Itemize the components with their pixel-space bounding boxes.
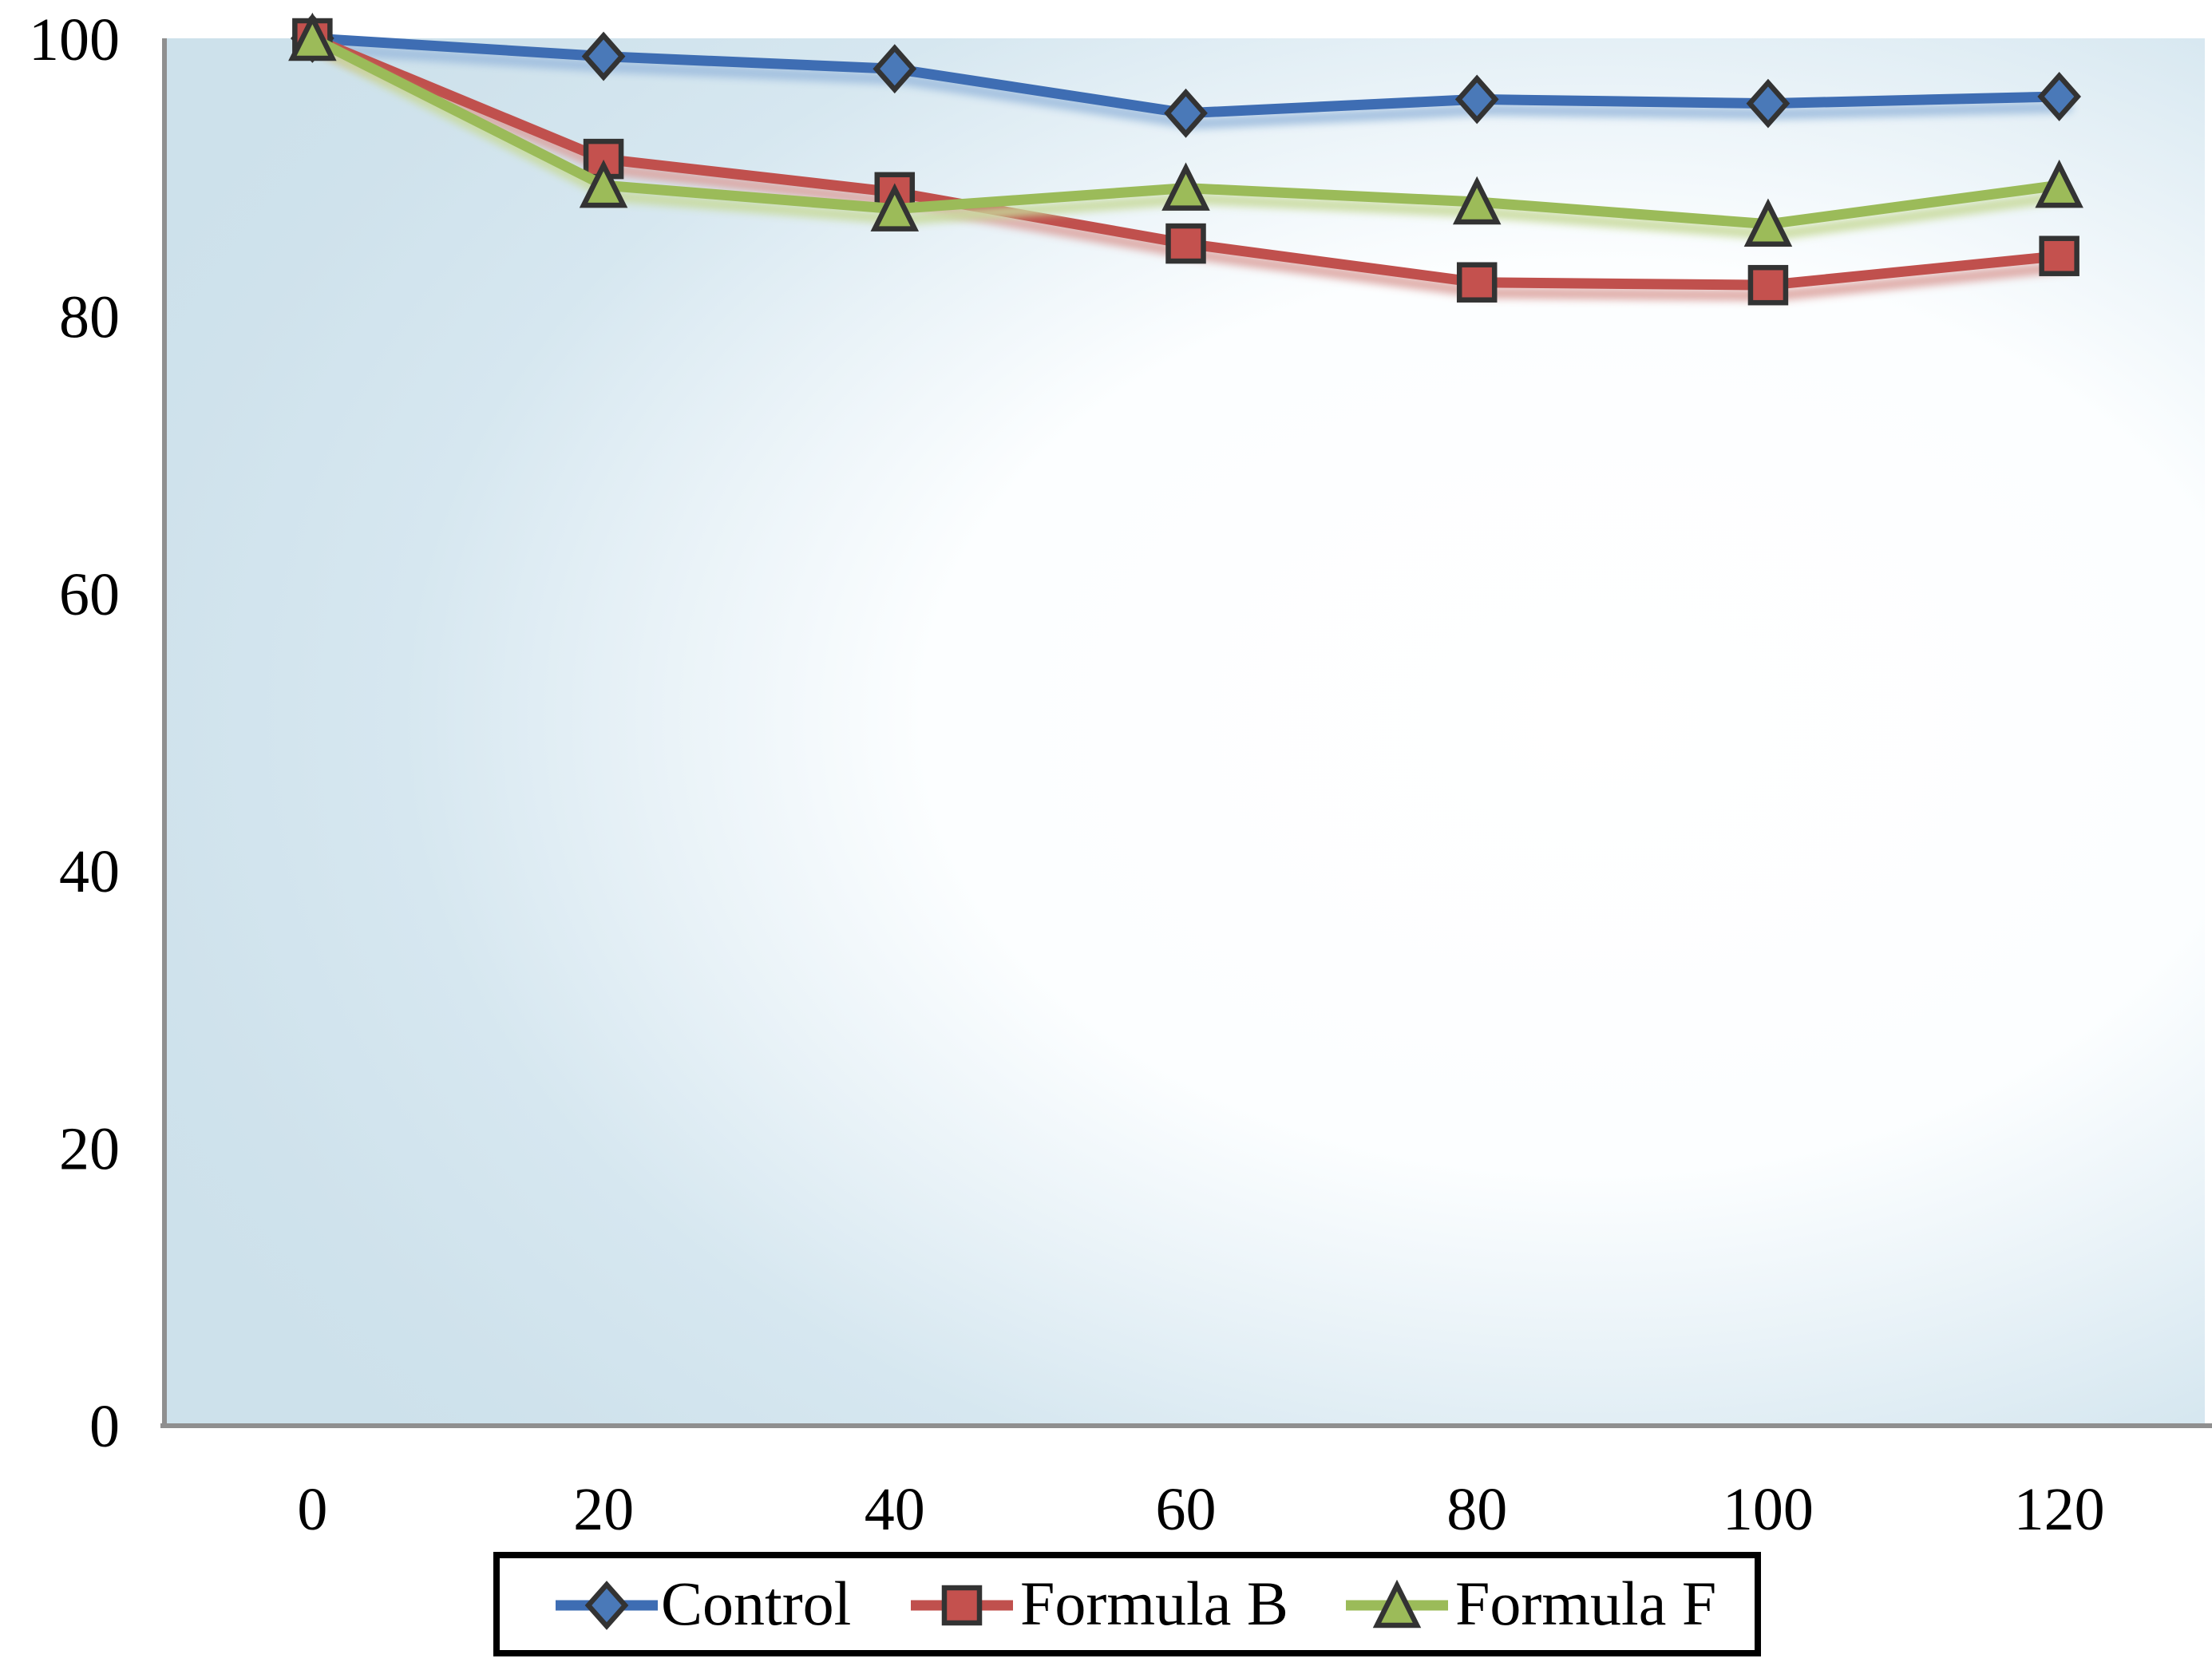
legend-box — [493, 1552, 1761, 1656]
legend-label-control: Control — [661, 1569, 851, 1638]
y-tick-label: 80 — [59, 283, 120, 350]
legend-item-control: Control — [556, 1569, 851, 1638]
x-tick-label: 0 — [297, 1476, 327, 1543]
formula-f-marker — [1452, 176, 1502, 225]
formula-f-marker — [579, 159, 628, 208]
formula-f-legend-marker — [1372, 1579, 1422, 1629]
legend-label-formula-b: Formula B — [1020, 1569, 1288, 1638]
formula-f-marker — [1161, 162, 1210, 211]
control-legend-marker — [584, 1581, 629, 1630]
y-tick-label: 40 — [59, 838, 120, 905]
y-tick-label: 100 — [29, 6, 120, 73]
formula-f-marker — [1743, 198, 1793, 247]
control-marker — [1746, 78, 1791, 129]
formula-f-marker — [2035, 159, 2083, 208]
control-marker — [1454, 74, 1499, 125]
formula-f-marker — [288, 12, 337, 61]
formula-f-marker — [870, 183, 920, 232]
plot-area — [167, 38, 2205, 1425]
x-tick-label: 60 — [1156, 1476, 1217, 1543]
legend-item-formula-f: Formula F — [1346, 1569, 1716, 1638]
x-tick-label: 100 — [1723, 1476, 1814, 1543]
formula-b-marker — [2039, 235, 2079, 276]
x-tick-label: 40 — [865, 1476, 925, 1543]
formula-b-legend-marker — [941, 1585, 983, 1626]
formula-b-marker — [1747, 264, 1789, 306]
x-tick-label: 120 — [2014, 1476, 2105, 1543]
legend-item-formula-b: Formula B — [911, 1569, 1288, 1638]
x-tick-label: 80 — [1446, 1476, 1507, 1543]
control-marker — [1164, 88, 1208, 138]
formula-b-marker — [1165, 223, 1206, 264]
control-marker — [873, 44, 917, 94]
series-control — [291, 14, 2081, 138]
formula-b-marker — [1456, 262, 1498, 303]
legend-label-formula-f: Formula F — [1455, 1569, 1716, 1638]
control-marker — [2037, 72, 2081, 121]
series-formula-f — [288, 12, 2083, 247]
y-tick-label: 0 — [89, 1393, 120, 1460]
control-marker — [581, 31, 626, 81]
x-tick-label: 20 — [573, 1476, 634, 1543]
y-tick-label: 20 — [59, 1116, 120, 1183]
y-tick-label: 60 — [59, 561, 120, 628]
